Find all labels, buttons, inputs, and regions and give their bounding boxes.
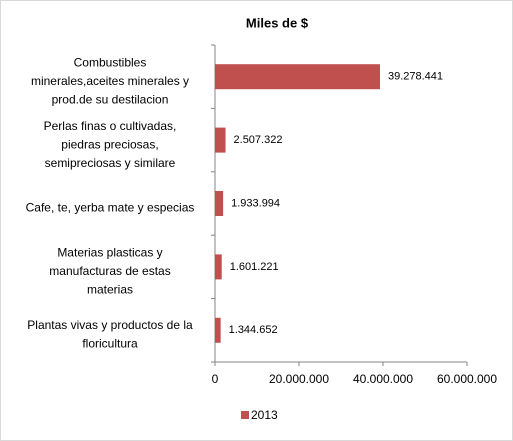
y-tick-label: Materias plasticas y <box>57 246 162 260</box>
y-tick-label: manufacturas de estas <box>49 264 170 278</box>
y-tick-label: prod.de su destilacion <box>52 92 169 106</box>
x-tick-label: 60.000.000 <box>437 372 497 386</box>
y-tick-label: semipreciosas y similare <box>45 156 176 170</box>
legend-label: 2013 <box>251 408 278 422</box>
bar <box>215 254 222 280</box>
x-tick-label: 20.000.000 <box>269 372 329 386</box>
data-label: 39.278.441 <box>388 71 443 83</box>
bar <box>215 64 380 90</box>
x-tick-label: 40.000.000 <box>353 372 413 386</box>
y-tick-label: Combustibles <box>74 55 147 69</box>
chart-title: Miles de $ <box>246 15 309 30</box>
y-tick-label: floricultura <box>82 337 138 351</box>
y-tick-label: materias <box>87 283 133 297</box>
data-label: 2.507.322 <box>234 134 283 146</box>
bar <box>215 127 226 153</box>
y-tick-label: Plantas vivas y productos de la <box>27 318 193 332</box>
data-label: 1.601.221 <box>230 261 279 273</box>
bar <box>215 191 224 216</box>
y-tick-label: minerales,aceites minerales y <box>31 74 189 88</box>
x-tick-label: 0 <box>212 372 219 386</box>
legend-swatch <box>241 411 249 419</box>
y-tick-label: piedras preciosas, <box>61 137 158 151</box>
y-tick-label: Cafe, te, yerba mate y especias <box>26 201 195 215</box>
bar <box>215 317 221 343</box>
data-label: 1.344.652 <box>229 324 278 336</box>
data-label: 1.933.994 <box>231 197 280 209</box>
y-tick-label: Perlas finas o cultivadas, <box>44 119 177 133</box>
